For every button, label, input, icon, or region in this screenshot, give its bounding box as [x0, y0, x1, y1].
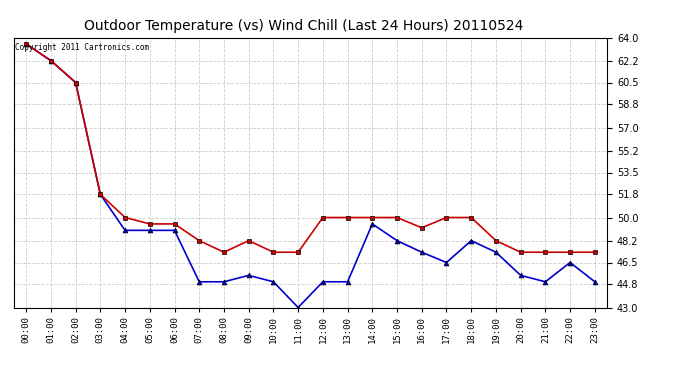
Text: Outdoor Temperature (vs) Wind Chill (Last 24 Hours) 20110524: Outdoor Temperature (vs) Wind Chill (Las… [84, 19, 523, 33]
Text: Copyright 2011 Cartronics.com: Copyright 2011 Cartronics.com [15, 43, 149, 52]
